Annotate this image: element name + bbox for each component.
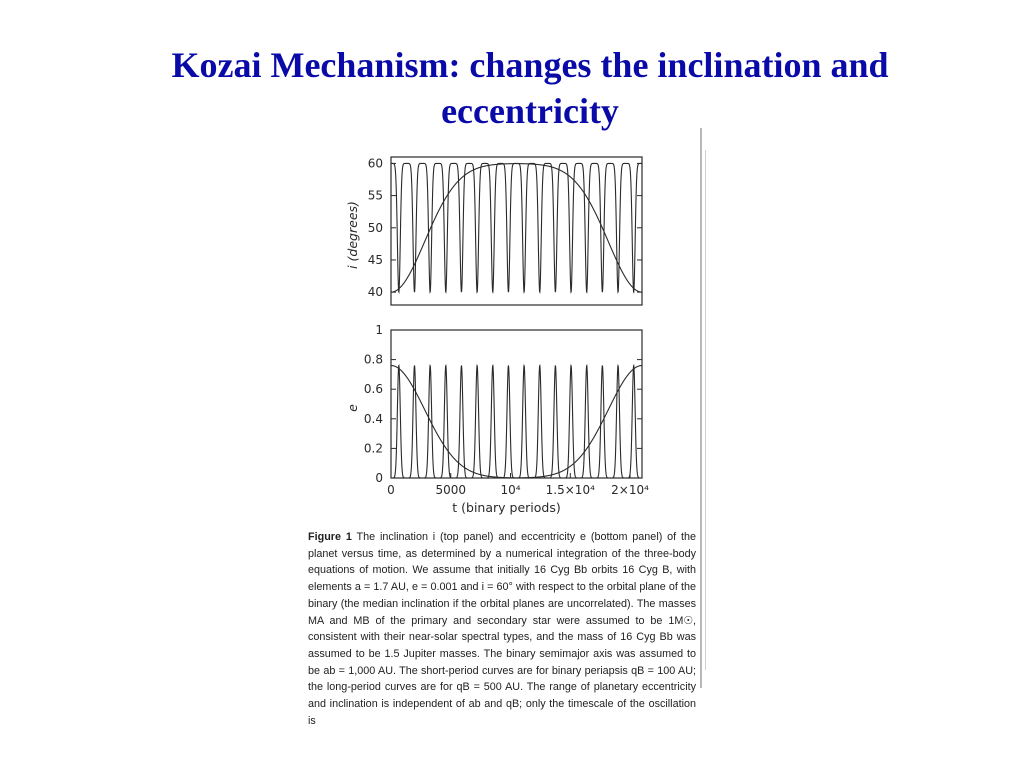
bottom-ytick-label: 0.8: [364, 353, 383, 367]
bottom-xlabel: t (binary periods): [452, 500, 560, 515]
eccentricity-panel: 0 0.2 0.4 0.6 0.8 1 0 5000 10⁴ 1.5×10⁴ 2×10⁴ e t (bi…: [345, 323, 649, 515]
bottom-ytick-label: 0.4: [364, 412, 383, 426]
top-ylabel: i (degrees): [345, 201, 360, 269]
figure-caption: Figure 1 The inclination i (top panel) a…: [308, 529, 696, 729]
slide-title: Kozai Mechanism: changes the inclination…: [90, 42, 970, 134]
bottom-ylabel: e: [345, 404, 360, 412]
scan-edge-inner: [705, 150, 706, 670]
bottom-xtick-label: 1.5×10⁴: [546, 483, 595, 497]
bottom-xtick-label: 0: [387, 483, 395, 497]
bottom-ytick-label: 1: [375, 323, 383, 337]
top-ytick-label: 60: [368, 156, 383, 170]
top-series-short-period: [391, 162, 643, 294]
slide-title-line1: Kozai Mechanism: changes the inclination…: [171, 45, 889, 85]
caption-label: Figure 1: [308, 531, 352, 543]
bottom-ytick-label: 0: [375, 471, 383, 485]
slide-title-line2: eccentricity: [441, 91, 619, 131]
scan-edge: [700, 128, 702, 688]
top-frame: [390, 156, 643, 306]
caption-text: The inclination i (top panel) and eccent…: [308, 531, 696, 727]
bottom-series-long-period: [391, 364, 642, 479]
inclination-panel: 40 45 50 55 60 i (degrees): [345, 156, 643, 306]
bottom-ytick-label: 0.6: [364, 382, 383, 396]
bottom-series-short-period: [391, 363, 642, 479]
top-ytick-label: 55: [368, 189, 383, 203]
top-ytick-label: 40: [368, 285, 383, 299]
top-ytick-label: 50: [368, 221, 383, 235]
bottom-xtick-label: 10⁴: [500, 483, 520, 497]
bottom-xtick-label: 2×10⁴: [611, 483, 649, 497]
bottom-xtick-label: 5000: [435, 483, 466, 497]
top-ytick-label: 45: [368, 253, 383, 267]
bottom-ytick-label: 0.2: [364, 441, 383, 455]
top-series-long-period: [391, 163, 642, 293]
